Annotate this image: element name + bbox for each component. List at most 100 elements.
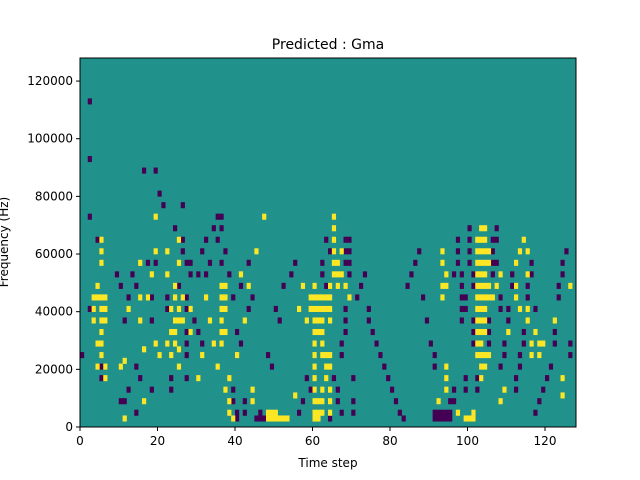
heatmap-cell-high [173, 294, 177, 300]
heatmap-cell-high [274, 415, 278, 421]
heatmap-cell-high [138, 294, 142, 300]
heatmap-cell-low [522, 329, 526, 335]
heatmap-cell-high [220, 329, 224, 335]
heatmap-cell-high [165, 248, 169, 254]
heatmap-cell-low [192, 317, 196, 323]
heatmap-cell-low [99, 364, 103, 370]
heatmap-cell-high [181, 294, 185, 300]
heatmap-cell-low [355, 294, 359, 300]
heatmap-cell-high [99, 237, 103, 243]
heatmap-cell-high [266, 415, 270, 421]
heatmap-cell-high [220, 306, 224, 312]
heatmap-cell-high [483, 364, 487, 370]
heatmap-cell-high [479, 306, 483, 312]
y-tick-label: 100000 [27, 132, 73, 146]
heatmap-cell-high [154, 214, 158, 220]
heatmap-cell-high [247, 283, 251, 289]
heatmap-cell-high [173, 283, 177, 289]
heatmap-cell-high [561, 375, 565, 381]
heatmap-cell-high [495, 283, 499, 289]
heatmap-cell-high [227, 375, 231, 381]
heatmap-cell-high [235, 352, 239, 358]
heatmap-cell-high [444, 271, 448, 277]
heatmap-cell-low [173, 225, 177, 231]
heatmap-cell-high [165, 341, 169, 347]
heatmap-cell-low [464, 294, 468, 300]
heatmap-cell-low [181, 202, 185, 208]
chart-title: Predicted : Gma [272, 37, 384, 53]
heatmap-cell-low [278, 317, 282, 323]
y-tick-label: 120000 [27, 74, 73, 88]
heatmap-cell-high [169, 329, 173, 335]
heatmap-cell-low [347, 260, 351, 266]
heatmap-cell-high [483, 271, 487, 277]
heatmap-cell-low [409, 271, 413, 277]
heatmap-cell-low [289, 271, 293, 277]
heatmap-cell-low [239, 341, 243, 347]
heatmap-cell-high [437, 398, 441, 404]
heatmap-cell-low [99, 375, 103, 381]
heatmap-cell-low [452, 387, 456, 393]
heatmap-cell-low [518, 352, 522, 358]
heatmap-cell-high [150, 271, 154, 277]
heatmap-cell-high [518, 306, 522, 312]
heatmap-cell-high [216, 364, 220, 370]
heatmap-cell-high [123, 415, 127, 421]
heatmap-cell-high [332, 248, 336, 254]
heatmap-cell-low [305, 375, 309, 381]
heatmap-cell-low [247, 260, 251, 266]
heatmap-cell-high [313, 317, 317, 323]
heatmap-cell-high [227, 410, 231, 416]
heatmap-cell-high [475, 260, 479, 266]
heatmap-cell-low [235, 329, 239, 335]
heatmap-cell-high [530, 352, 534, 358]
heatmap-cell-low [340, 341, 344, 347]
heatmap-cell-high [479, 283, 483, 289]
heatmap-cell-low [468, 248, 472, 254]
heatmap-cell-high [96, 294, 100, 300]
heatmap-cell-high [251, 398, 255, 404]
heatmap-cell-high [464, 415, 468, 421]
heatmap-cell-low [433, 415, 437, 421]
heatmap-cell-low [487, 317, 491, 323]
heatmap-cell-low [220, 260, 224, 266]
heatmap-cell-low [181, 248, 185, 254]
heatmap-cell-high [444, 375, 448, 381]
heatmap-cell-high [530, 341, 534, 347]
heatmap-cell-low [568, 352, 572, 358]
heatmap-cell-low [208, 260, 212, 266]
y-tick-label: 60000 [35, 247, 73, 261]
heatmap-cell-high [177, 317, 181, 323]
heatmap-cell-low [394, 398, 398, 404]
heatmap-cell-low [549, 364, 553, 370]
heatmap-cell-low [468, 237, 472, 243]
heatmap-cell-low [561, 260, 565, 266]
heatmap-cell-high [347, 294, 351, 300]
heatmap-cell-high [328, 352, 332, 358]
heatmap-cell-low [475, 387, 479, 393]
heatmap-cell-high [320, 398, 324, 404]
heatmap-cell-high [344, 283, 348, 289]
heatmap-cell-low [196, 329, 200, 335]
heatmap-cell-low [204, 271, 208, 277]
heatmap-cell-low [561, 271, 565, 277]
heatmap-cell-high [223, 294, 227, 300]
heatmap-cell-high [223, 329, 227, 335]
heatmap-cell-high [568, 283, 572, 289]
heatmap-cell-low [297, 410, 301, 416]
heatmap-cell-high [483, 260, 487, 266]
x-tick-label: 20 [150, 434, 165, 448]
heatmap-cell-high [340, 271, 344, 277]
heatmap-cell-high [173, 329, 177, 335]
heatmap-cell-high [514, 294, 518, 300]
heatmap-cell-high [475, 341, 479, 347]
plot-area [80, 58, 576, 427]
heatmap-cell-high [99, 294, 103, 300]
heatmap-cell-high [533, 329, 537, 335]
heatmap-cell-low [347, 271, 351, 277]
heatmap-cell-high [173, 341, 177, 347]
heatmap-cell-low [568, 341, 572, 347]
heatmap-cell-high [223, 283, 227, 289]
heatmap-cell-low [386, 375, 390, 381]
heatmap-cell-low [390, 387, 394, 393]
